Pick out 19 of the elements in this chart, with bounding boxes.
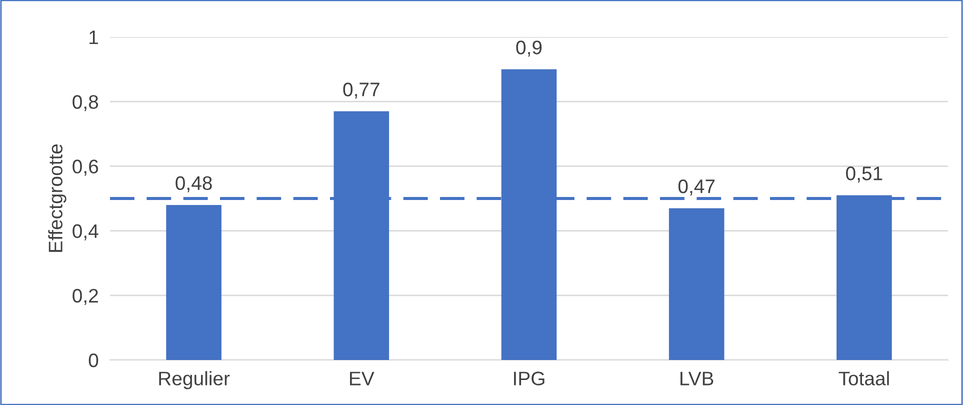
x-tick-label: IPG bbox=[514, 372, 544, 386]
bar bbox=[668, 208, 724, 360]
x-tick-label: LVB bbox=[680, 372, 714, 386]
x-tick-label: EV bbox=[350, 372, 374, 386]
data-label: 0,9 bbox=[516, 40, 542, 57]
y-tick-label: 1 bbox=[90, 30, 98, 44]
data-label: 0,51 bbox=[846, 166, 882, 183]
y-tick-label: 0,8 bbox=[72, 95, 98, 112]
y-axis-title: Effectgrootte bbox=[48, 144, 66, 252]
data-label: 0,77 bbox=[343, 82, 380, 99]
x-tick-label: Regulier bbox=[159, 371, 230, 390]
y-tick-label: 0,2 bbox=[72, 288, 98, 305]
y-tick-label: 0 bbox=[88, 353, 98, 368]
bar bbox=[166, 204, 222, 360]
data-label: 0,47 bbox=[678, 179, 715, 196]
data-label: 0,48 bbox=[176, 176, 212, 192]
x-tick-label: Totaal bbox=[838, 371, 889, 386]
y-tick-label: 0,4 bbox=[72, 224, 98, 240]
y-tick-label: 0,6 bbox=[72, 160, 98, 176]
